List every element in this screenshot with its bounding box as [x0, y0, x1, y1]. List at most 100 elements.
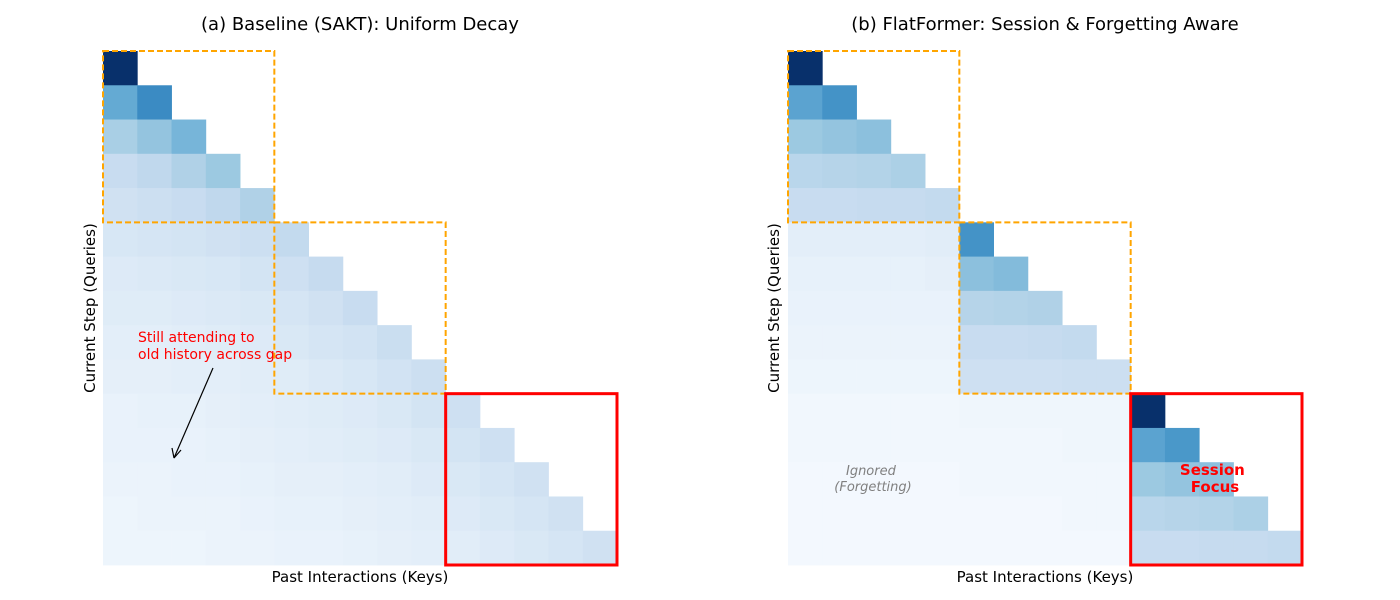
- panel-a-cell-13-13: [548, 496, 584, 532]
- panel-b-cell-10-2: [856, 393, 892, 429]
- panel-a-xlabel: Past Interactions (Keys): [272, 568, 449, 586]
- panel-b-cell-4-3: [890, 188, 926, 223]
- panel-a-annotation-arrow: [171, 367, 214, 459]
- panel-b-cell-10-8: [1062, 393, 1097, 429]
- panel-a-cell-11-1: [137, 427, 172, 463]
- panel-b-cell-9-5: [959, 359, 994, 395]
- panel-b-cell-9-6: [993, 359, 1029, 395]
- panel-b-cell-13-0: [788, 496, 823, 532]
- panel-b-cell-13-12: [1199, 496, 1234, 532]
- panel-b-cell-8-8: [1062, 325, 1097, 360]
- panel-a-cell-4-3: [205, 188, 241, 223]
- panel-a-cell-14-14: [582, 530, 618, 566]
- panel-a-cell-12-8: [377, 462, 412, 497]
- panel-a-cell-14-4: [240, 530, 275, 566]
- panel-b-cell-6-6: [993, 256, 1029, 292]
- panel-b-cell-14-11: [1164, 530, 1200, 566]
- panel-b-cell-11-4: [925, 427, 960, 463]
- panel-b-cell-5-5: [959, 222, 994, 257]
- panel-b-cell-10-4: [925, 393, 960, 429]
- panel-a-cell-14-10: [445, 530, 481, 566]
- panel-b-cell-6-3: [890, 256, 926, 292]
- panel-a-cell-13-8: [377, 496, 412, 532]
- panel-a-session-box-2: [444, 392, 619, 567]
- panel-b-cell-11-2: [856, 427, 892, 463]
- panel-b-cell-13-13: [1233, 496, 1269, 532]
- panel-b-cell-6-2: [856, 256, 892, 292]
- panel-b-cell-14-0: [788, 530, 823, 566]
- panel-b-cell-11-11: [1164, 427, 1200, 463]
- panel-b-cell-10-0: [788, 393, 823, 429]
- panel-a-title: (a) Baseline (SAKT): Uniform Decay: [201, 14, 519, 35]
- panel-b-annotation-session-line2: Focus: [1191, 478, 1240, 496]
- panel-a-cell-14-1: [137, 530, 172, 566]
- panel-b-cell-9-7: [1027, 359, 1063, 395]
- panel-a-cell-13-12: [514, 496, 549, 532]
- panel-a-cell-10-4: [240, 393, 275, 429]
- panel-b-cell-11-0: [788, 427, 823, 463]
- panel-b-annotation-ignored: Ignored (Forgetting): [834, 464, 911, 495]
- panel-b-cell-12-10: [1130, 462, 1166, 497]
- panel-b-cell-5-4: [925, 222, 960, 257]
- panel-a-cell-4-1: [137, 188, 172, 223]
- panel-a-cell-14-13: [548, 530, 584, 566]
- panel-b-xlabel: Past Interactions (Keys): [957, 568, 1134, 586]
- panel-b-cell-10-9: [1096, 393, 1132, 429]
- panel-a-cell-2-1: [137, 119, 172, 155]
- panel-b-cell-9-2: [856, 359, 892, 395]
- panel-b-cell-9-4: [925, 359, 960, 395]
- panel-b-cell-12-5: [959, 462, 994, 497]
- panel-b-cell-13-10: [1130, 496, 1166, 532]
- panel-a-cell-9-9: [411, 359, 447, 395]
- panel-a-cell-12-6: [308, 462, 344, 497]
- panel-a-cell-14-3: [205, 530, 241, 566]
- panel-b-cell-11-5: [959, 427, 994, 463]
- panel-b-cell-14-10: [1130, 530, 1166, 566]
- panel-a-annotation-gap-line1: Still attending to: [138, 330, 255, 346]
- panel-a-cell-5-2: [171, 222, 207, 257]
- panel-a-cell-9-6: [308, 359, 344, 395]
- panel-b-cell-4-2: [856, 188, 892, 223]
- panel-a-cell-1-0: [103, 85, 138, 120]
- panel-b-cell-14-9: [1096, 530, 1132, 566]
- panel-a-cell-10-5: [274, 393, 309, 429]
- panel-b-cell-8-4: [925, 325, 960, 360]
- panel-b-cell-13-1: [822, 496, 857, 532]
- panel-a-cell-0-0: [103, 51, 138, 86]
- panel-a-cell-11-6: [308, 427, 344, 463]
- panel-b-session-box-0: [787, 50, 961, 224]
- panel-b-cell-10-7: [1027, 393, 1063, 429]
- panel-a-cell-2-0: [103, 119, 138, 155]
- panel-b-cell-8-6: [993, 325, 1029, 360]
- panel-b-cell-11-7: [1027, 427, 1063, 463]
- panel-a-cell-5-4: [240, 222, 275, 257]
- panel-a-heatmap: [103, 51, 618, 566]
- panel-a-cell-8-2: [171, 325, 207, 360]
- panel-a-cell-14-5: [274, 530, 309, 566]
- panel-a-cell-10-3: [205, 393, 241, 429]
- panel-b-cell-10-5: [959, 393, 994, 429]
- panel-a-cell-9-5: [274, 359, 309, 395]
- panel-b-cell-14-4: [925, 530, 960, 566]
- panel-a-cell-13-1: [137, 496, 172, 532]
- panel-b-cell-8-7: [1027, 325, 1063, 360]
- panel-a-cell-9-1: [137, 359, 172, 395]
- panel-a-cell-13-7: [342, 496, 378, 532]
- panel-b-cell-7-1: [822, 290, 857, 326]
- panel-a-cell-8-1: [137, 325, 172, 360]
- panel-a-session-box-1: [273, 221, 447, 395]
- panel-b-cell-8-0: [788, 325, 823, 360]
- panel-b-cell-12-3: [890, 462, 926, 497]
- panel-a-cell-12-3: [205, 462, 241, 497]
- panel-a-cell-7-0: [103, 290, 138, 326]
- panel-b-cell-4-1: [822, 188, 857, 223]
- panel-a-cell-3-1: [137, 153, 172, 189]
- panel-b-cell-11-8: [1062, 427, 1097, 463]
- panel-a-cell-6-5: [274, 256, 309, 292]
- panel-b-cell-7-6: [993, 290, 1029, 326]
- panel-a-cell-13-9: [411, 496, 447, 532]
- panel-b-cell-4-0: [788, 188, 823, 223]
- panel-b-cell-8-2: [856, 325, 892, 360]
- panel-a-cell-3-0: [103, 153, 138, 189]
